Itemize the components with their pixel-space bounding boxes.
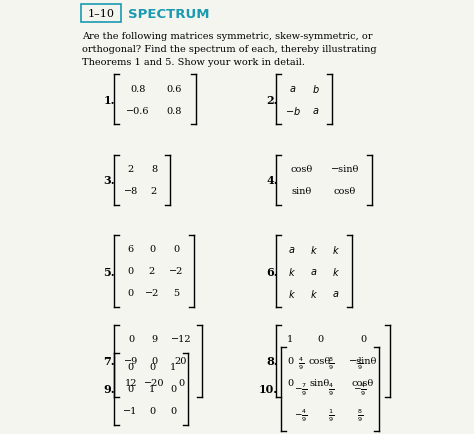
- Text: −9: −9: [124, 357, 138, 366]
- Text: cosθ: cosθ: [291, 165, 313, 174]
- Text: $-b$: $-b$: [285, 105, 301, 117]
- Text: −2: −2: [145, 289, 159, 298]
- Text: 0: 0: [128, 335, 134, 344]
- Text: cosθ: cosθ: [334, 187, 356, 196]
- Text: 8: 8: [151, 165, 157, 174]
- Text: $a$: $a$: [332, 288, 340, 298]
- Text: 0: 0: [127, 385, 133, 394]
- Text: 9: 9: [151, 335, 157, 344]
- Text: $\frac{8}{9}$: $\frac{8}{9}$: [328, 355, 334, 372]
- Text: cosθ: cosθ: [352, 378, 374, 388]
- Text: $\frac{1}{9}$: $\frac{1}{9}$: [357, 355, 363, 372]
- Text: 2: 2: [149, 267, 155, 276]
- Text: 1: 1: [149, 385, 155, 394]
- Text: $-\frac{4}{9}$: $-\frac{4}{9}$: [294, 407, 308, 423]
- Text: 0: 0: [149, 363, 155, 372]
- Text: 3.: 3.: [103, 175, 115, 186]
- Text: 0.6: 0.6: [166, 84, 182, 93]
- Text: 1–10: 1–10: [88, 9, 115, 19]
- Text: $k$: $k$: [332, 243, 340, 256]
- Text: 0: 0: [360, 335, 366, 344]
- Text: $a$: $a$: [312, 106, 319, 116]
- Text: 8.: 8.: [266, 356, 278, 367]
- Text: 6.: 6.: [266, 266, 278, 277]
- Text: 0: 0: [173, 245, 179, 254]
- Text: 0: 0: [287, 357, 293, 366]
- Text: −sinθ: −sinθ: [349, 357, 377, 366]
- Text: $k$: $k$: [310, 243, 318, 256]
- Text: 0: 0: [149, 245, 155, 254]
- Text: −0.6: −0.6: [126, 106, 150, 115]
- Text: $k$: $k$: [288, 265, 296, 277]
- Text: 0: 0: [178, 378, 184, 388]
- Text: $k$: $k$: [332, 265, 340, 277]
- Text: 2: 2: [128, 165, 134, 174]
- Text: $a$: $a$: [288, 244, 296, 254]
- Text: $\frac{4}{9}$: $\frac{4}{9}$: [328, 381, 334, 398]
- Text: 0: 0: [317, 335, 323, 344]
- Text: $a$: $a$: [310, 266, 318, 276]
- Text: 2: 2: [151, 187, 157, 196]
- Text: Are the following matrices symmetric, skew-symmetric, or
orthogonal? Find the sp: Are the following matrices symmetric, sk…: [82, 32, 377, 66]
- Text: 2.: 2.: [266, 94, 278, 105]
- Text: 0: 0: [149, 407, 155, 415]
- Text: 0.8: 0.8: [130, 84, 146, 93]
- Text: 0: 0: [170, 407, 176, 415]
- Text: cosθ: cosθ: [309, 357, 331, 366]
- Text: $\frac{8}{9}$: $\frac{8}{9}$: [357, 407, 363, 423]
- Text: sinθ: sinθ: [292, 187, 312, 196]
- Text: sinθ: sinθ: [310, 378, 330, 388]
- Text: 1: 1: [170, 363, 176, 372]
- Text: 6: 6: [127, 245, 133, 254]
- Text: $b$: $b$: [312, 83, 320, 95]
- Text: 10.: 10.: [259, 384, 278, 395]
- Text: $\frac{4}{9}$: $\frac{4}{9}$: [298, 355, 304, 372]
- Text: 0: 0: [287, 378, 293, 388]
- Text: −12: −12: [171, 335, 191, 344]
- Text: −1: −1: [123, 407, 137, 415]
- Text: 0.8: 0.8: [166, 106, 182, 115]
- Text: 9.: 9.: [103, 384, 115, 395]
- Text: 7.: 7.: [103, 356, 115, 367]
- Text: 12: 12: [125, 378, 137, 388]
- Text: −2: −2: [169, 267, 183, 276]
- Text: $-\frac{7}{9}$: $-\frac{7}{9}$: [294, 381, 308, 398]
- Text: −20: −20: [144, 378, 164, 388]
- Text: 0: 0: [127, 363, 133, 372]
- Text: $k$: $k$: [310, 287, 318, 299]
- Text: 0: 0: [127, 267, 133, 276]
- Text: 0: 0: [170, 385, 176, 394]
- Text: 0: 0: [127, 289, 133, 298]
- Text: $a$: $a$: [289, 84, 297, 94]
- Text: 1: 1: [287, 335, 293, 344]
- Text: $-\frac{4}{9}$: $-\frac{4}{9}$: [353, 381, 367, 398]
- Text: SPECTRUM: SPECTRUM: [128, 7, 210, 20]
- Text: −sinθ: −sinθ: [331, 165, 359, 174]
- Text: 5: 5: [173, 289, 179, 298]
- Text: 1.: 1.: [103, 94, 115, 105]
- Text: 20: 20: [175, 357, 187, 366]
- Text: 5.: 5.: [103, 266, 115, 277]
- Text: $k$: $k$: [288, 287, 296, 299]
- Text: $\frac{1}{9}$: $\frac{1}{9}$: [328, 407, 334, 423]
- Text: 0: 0: [151, 357, 157, 366]
- Text: −8: −8: [124, 187, 138, 196]
- Text: 4.: 4.: [266, 175, 278, 186]
